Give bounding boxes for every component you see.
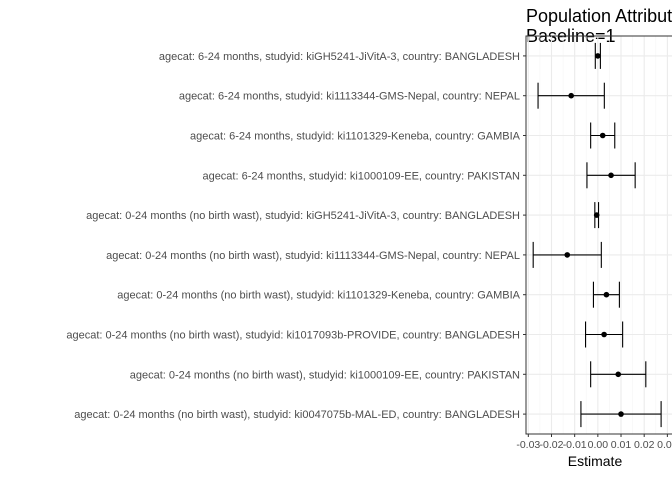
- estimate-point: [593, 212, 600, 218]
- estimate-point: [618, 411, 624, 417]
- estimate-row: [532, 241, 602, 268]
- y-tick-label: agecat: 0-24 months (no birth wast), stu…: [106, 250, 520, 262]
- estimate-row: [585, 321, 624, 348]
- y-axis-ticks: agecat: 6-24 months, studyid: kiGH5241-J…: [66, 51, 526, 421]
- x-tick-label: -0.01: [563, 439, 587, 451]
- estimate-row: [594, 42, 601, 69]
- estimate-point: [599, 132, 606, 139]
- estimate-row: [537, 82, 605, 109]
- x-axis-ticks: -0.03-0.02-0.010.000.010.020.03: [516, 434, 672, 451]
- y-tick-label: agecat: 6-24 months, studyid: kiGH5241-J…: [159, 51, 520, 63]
- y-tick-label: agecat: 0-24 months (no birth wast), stu…: [74, 409, 520, 421]
- estimate-row: [580, 401, 662, 428]
- y-tick-label: agecat: 0-24 months (no birth wast), stu…: [86, 210, 520, 222]
- y-tick-label: agecat: 6-24 months, studyid: ki1113344-…: [179, 91, 520, 103]
- y-tick-label: agecat: 0-24 months (no birth wast), stu…: [66, 330, 520, 342]
- estimate-row: [586, 162, 636, 189]
- y-tick-label: agecat: 0-24 months (no birth wast), stu…: [130, 369, 520, 381]
- x-tick-label: 0.01: [611, 439, 632, 451]
- y-tick-label: agecat: 0-24 months (no birth wast), stu…: [117, 290, 520, 302]
- estimate-point: [601, 331, 607, 338]
- plot-panel: [525, 35, 672, 435]
- estimate-point: [608, 172, 614, 179]
- x-tick-label: -0.03: [516, 439, 540, 451]
- estimate-point: [564, 252, 571, 258]
- estimate-point: [595, 53, 601, 59]
- estimate-row: [593, 202, 600, 229]
- y-tick-label: agecat: 6-24 months, studyid: ki1000109-…: [202, 170, 520, 182]
- x-tick-label: 0.03: [657, 439, 672, 451]
- estimate-point: [615, 371, 622, 378]
- estimate-row: [590, 122, 616, 149]
- chart-title-line-1: Population Attributable Risk,: [526, 6, 672, 26]
- x-axis-title: Estimate: [568, 453, 623, 469]
- x-tick-label: 0.00: [588, 439, 609, 451]
- y-tick-label: agecat: 6-24 months, studyid: ki1101329-…: [190, 131, 521, 143]
- x-tick-label: 0.02: [634, 439, 655, 451]
- estimate-point: [568, 92, 574, 99]
- x-tick-label: -0.02: [540, 439, 564, 451]
- estimate-point: [603, 291, 610, 298]
- estimate-row: [592, 281, 620, 308]
- estimate-row: [590, 361, 647, 388]
- estimate-marks: [532, 42, 662, 428]
